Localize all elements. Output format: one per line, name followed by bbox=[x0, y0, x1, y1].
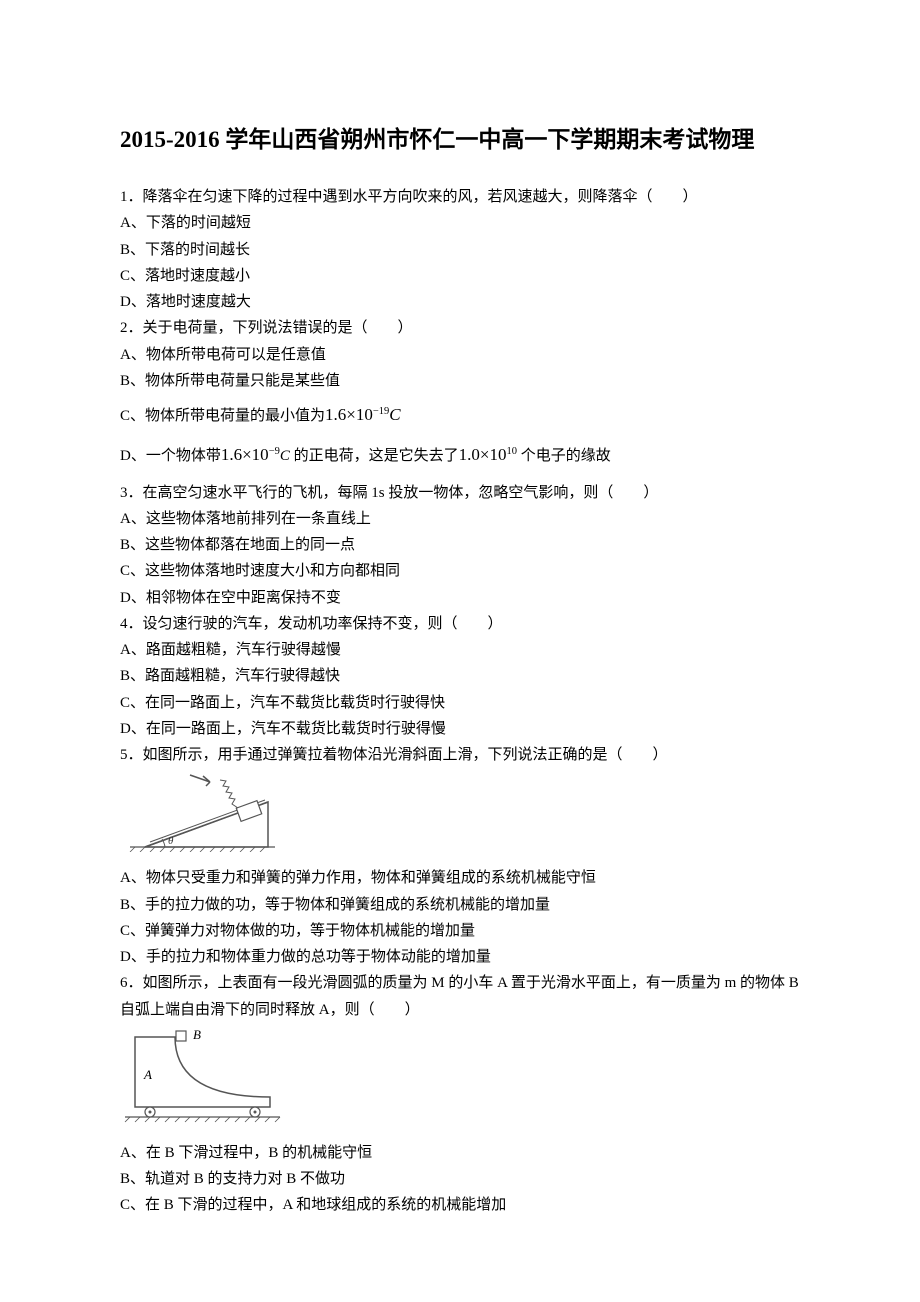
q5-stem: 5．如图所示，用手通过弹簧拉着物体沿光滑斜面上滑，下列说法正确的是（ ） bbox=[120, 742, 800, 768]
q6-b: B、轨道对 B 的支持力对 B 不做功 bbox=[120, 1166, 800, 1192]
q2-d-exp1: −9 bbox=[269, 446, 280, 457]
q2-c-val: 1.6×10 bbox=[325, 405, 373, 424]
q6-c: C、在 B 下滑的过程中，A 和地球组成的系统的机械能增加 bbox=[120, 1192, 800, 1218]
q5-c: C、弹簧弹力对物体做的功，等于物体机械能的增加量 bbox=[120, 918, 800, 944]
q2-c-pre: C、物体所带电荷量的最小值为 bbox=[120, 408, 325, 424]
q2-d-val2: 1.0×10 bbox=[459, 445, 507, 464]
q2-c-unit: C bbox=[389, 405, 400, 424]
q1-d: D、落地时速度越大 bbox=[120, 289, 800, 315]
label-b: B bbox=[193, 1027, 201, 1042]
q5-b: B、手的拉力做的功，等于物体和弹簧组成的系统机械能的增加量 bbox=[120, 892, 800, 918]
q4-stem: 4．设匀速行驶的汽车，发动机功率保持不变，则（ ） bbox=[120, 611, 800, 637]
q1-c: C、落地时速度越小 bbox=[120, 263, 800, 289]
q2-d-exp2: 10 bbox=[506, 446, 517, 457]
q4-b: B、路面越粗糙，汽车行驶得越快 bbox=[120, 663, 800, 689]
q5-diagram: θ bbox=[120, 772, 800, 857]
q6-a: A、在 B 下滑过程中，B 的机械能守恒 bbox=[120, 1140, 800, 1166]
q4-d: D、在同一路面上，汽车不载货比载货时行驶得慢 bbox=[120, 716, 800, 742]
label-a: A bbox=[143, 1067, 152, 1082]
q2-d-val1: 1.6×10 bbox=[221, 445, 269, 464]
q2-stem: 2．关于电荷量，下列说法错误的是（ ） bbox=[120, 315, 800, 341]
q4-c: C、在同一路面上，汽车不载货比载货时行驶得快 bbox=[120, 690, 800, 716]
q2-d-pre: D、一个物体带 bbox=[120, 448, 221, 464]
q5-a: A、物体只受重力和弹簧的弹力作用，物体和弹簧组成的系统机械能守恒 bbox=[120, 865, 800, 891]
q2-d-post: 个电子的缘故 bbox=[517, 448, 611, 464]
q3-stem: 3．在高空匀速水平飞行的飞机，每隔 1s 投放一物体，忽略空气影响，则（ ） bbox=[120, 480, 800, 506]
q3-c: C、这些物体落地时速度大小和方向都相同 bbox=[120, 558, 800, 584]
q2-d: D、一个物体带1.6×10−9C 的正电荷，这是它失去了1.0×1010 个电子… bbox=[120, 440, 800, 470]
q1-a: A、下落的时间越短 bbox=[120, 210, 800, 236]
q6-diagram: B A bbox=[120, 1027, 800, 1132]
q2-b: B、物体所带电荷量只能是某些值 bbox=[120, 368, 800, 394]
exam-title: 2015-2016 学年山西省朔州市怀仁一中高一下学期期末考试物理 bbox=[120, 120, 800, 154]
exam-page: 2015-2016 学年山西省朔州市怀仁一中高一下学期期末考试物理 1．降落伞在… bbox=[0, 0, 920, 1279]
q2-c-exp: −19 bbox=[373, 406, 389, 417]
q1-stem: 1．降落伞在匀速下降的过程中遇到水平方向吹来的风，若风速越大，则降落伞（ ） bbox=[120, 184, 800, 210]
q6-stem: 6．如图所示，上表面有一段光滑圆弧的质量为 M 的小车 A 置于光滑水平面上，有… bbox=[120, 970, 800, 1023]
q5-d: D、手的拉力和物体重力做的总功等于物体动能的增加量 bbox=[120, 944, 800, 970]
q2-a: A、物体所带电荷可以是任意值 bbox=[120, 342, 800, 368]
q4-a: A、路面越粗糙，汽车行驶得越慢 bbox=[120, 637, 800, 663]
q3-b: B、这些物体都落在地面上的同一点 bbox=[120, 532, 800, 558]
q3-a: A、这些物体落地前排列在一条直线上 bbox=[120, 506, 800, 532]
q3-d: D、相邻物体在空中距离保持不变 bbox=[120, 585, 800, 611]
q2-c: C、物体所带电荷量的最小值为1.6×10−19C bbox=[120, 400, 800, 430]
q1-b: B、下落的时间越长 bbox=[120, 237, 800, 263]
theta-label: θ bbox=[168, 835, 174, 847]
